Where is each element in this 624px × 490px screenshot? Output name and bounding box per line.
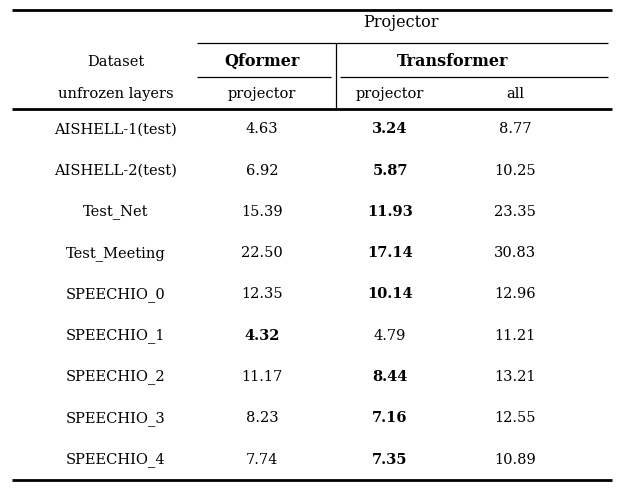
- Text: projector: projector: [228, 87, 296, 101]
- Text: 15.39: 15.39: [241, 205, 283, 219]
- Text: Test_Meeting: Test_Meeting: [66, 246, 165, 261]
- Text: Projector: Projector: [363, 14, 439, 30]
- Text: 11.17: 11.17: [241, 370, 283, 384]
- Text: Test_Net: Test_Net: [83, 204, 148, 220]
- Text: projector: projector: [356, 87, 424, 101]
- Text: 12.35: 12.35: [241, 288, 283, 301]
- Text: 30.83: 30.83: [494, 246, 536, 260]
- Text: 10.14: 10.14: [367, 288, 413, 301]
- Text: 22.50: 22.50: [241, 246, 283, 260]
- Text: Dataset: Dataset: [87, 55, 144, 69]
- Text: 3.24: 3.24: [373, 122, 407, 136]
- Text: unfrozen layers: unfrozen layers: [57, 87, 173, 101]
- Text: 7.16: 7.16: [373, 411, 407, 425]
- Text: 10.89: 10.89: [494, 453, 535, 466]
- Text: 8.23: 8.23: [246, 411, 278, 425]
- Text: SPEECHIO_1: SPEECHIO_1: [66, 328, 165, 343]
- Text: AISHELL-2(test): AISHELL-2(test): [54, 164, 177, 178]
- Text: 7.35: 7.35: [373, 453, 407, 466]
- Text: 5.87: 5.87: [373, 164, 407, 178]
- Text: SPEECHIO_4: SPEECHIO_4: [66, 452, 165, 467]
- Text: 13.21: 13.21: [494, 370, 535, 384]
- Text: 23.35: 23.35: [494, 205, 536, 219]
- Text: 8.77: 8.77: [499, 122, 531, 136]
- Text: 11.21: 11.21: [494, 329, 535, 343]
- Text: 11.93: 11.93: [367, 205, 413, 219]
- Text: AISHELL-1(test): AISHELL-1(test): [54, 122, 177, 136]
- Text: 4.79: 4.79: [374, 329, 406, 343]
- Text: all: all: [506, 87, 524, 101]
- Text: SPEECHIO_2: SPEECHIO_2: [66, 369, 165, 385]
- Text: SPEECHIO_0: SPEECHIO_0: [66, 287, 165, 302]
- Text: 8.44: 8.44: [373, 370, 407, 384]
- Text: 10.25: 10.25: [494, 164, 535, 178]
- Text: 4.32: 4.32: [245, 329, 280, 343]
- Text: 17.14: 17.14: [367, 246, 413, 260]
- Text: 12.96: 12.96: [494, 288, 535, 301]
- Text: 12.55: 12.55: [494, 411, 535, 425]
- Text: Transformer: Transformer: [397, 53, 508, 70]
- Text: 4.63: 4.63: [246, 122, 278, 136]
- Text: SPEECHIO_3: SPEECHIO_3: [66, 411, 165, 426]
- Text: 7.74: 7.74: [246, 453, 278, 466]
- Text: Qformer: Qformer: [225, 53, 300, 70]
- Text: 6.92: 6.92: [246, 164, 278, 178]
